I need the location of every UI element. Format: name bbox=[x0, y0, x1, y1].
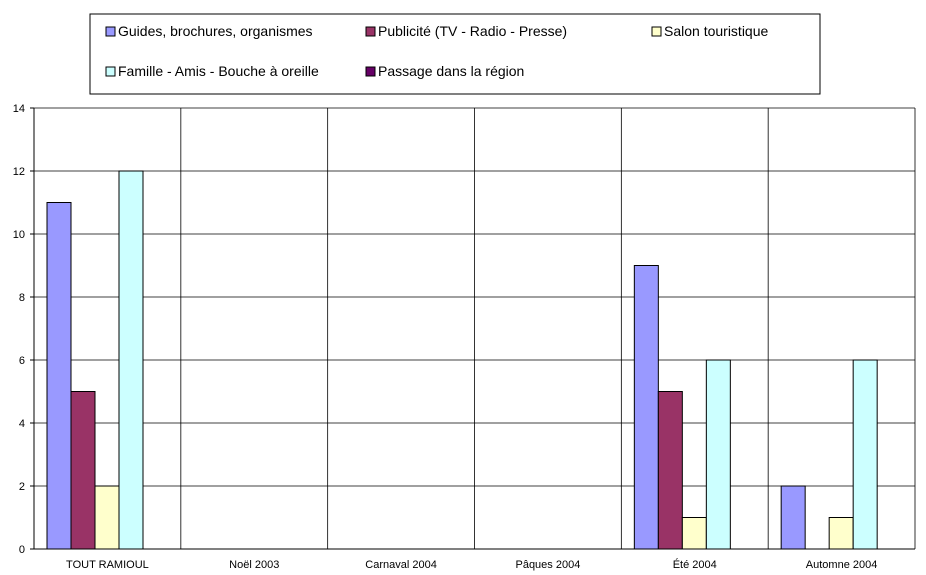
bar bbox=[780, 485, 806, 550]
y-tick-label: 2 bbox=[19, 481, 25, 493]
grid-lines bbox=[34, 107, 916, 549]
legend-swatch bbox=[365, 66, 376, 77]
legend-swatch bbox=[105, 66, 116, 77]
legend-label: Publicité (TV - Radio - Presse) bbox=[378, 23, 567, 39]
y-tick-label: 6 bbox=[19, 355, 25, 367]
legend-label: Famille - Amis - Bouche à oreille bbox=[118, 63, 319, 79]
y-tick-label: 4 bbox=[19, 418, 25, 430]
bar bbox=[94, 485, 120, 550]
legend-swatch bbox=[105, 26, 116, 37]
y-tick-label: 14 bbox=[13, 103, 25, 115]
bar bbox=[46, 202, 72, 550]
bar bbox=[681, 517, 707, 550]
bar bbox=[828, 517, 854, 550]
bar bbox=[118, 170, 144, 550]
bar bbox=[705, 359, 731, 550]
bar bbox=[633, 265, 659, 550]
axes bbox=[33, 108, 915, 550]
x-tick-label: Carnaval 2004 bbox=[365, 559, 437, 571]
legend-swatch bbox=[651, 26, 662, 37]
y-tick-label: 12 bbox=[13, 166, 25, 178]
legend-label: Guides, brochures, organismes bbox=[118, 23, 313, 39]
legend-swatch bbox=[365, 26, 376, 37]
x-tick-label: TOUT RAMIOUL bbox=[66, 559, 149, 571]
legend-label: Passage dans la région bbox=[378, 63, 524, 79]
x-tick-labels: TOUT RAMIOUL Noël 2003 Carnaval 2004 Pâques… bbox=[66, 558, 877, 571]
y-tick-label: 8 bbox=[19, 292, 25, 304]
bar bbox=[852, 359, 878, 550]
bar bbox=[70, 391, 96, 550]
y-tick-label: 10 bbox=[13, 229, 25, 241]
legend: Guides, brochures, organismes Publicité (… bbox=[105, 23, 769, 79]
bar bbox=[657, 391, 683, 550]
x-tick-label: Pâques 2004 bbox=[515, 559, 580, 571]
bars bbox=[46, 170, 878, 550]
x-tick-label: Été 2004 bbox=[673, 558, 717, 571]
legend-box bbox=[89, 13, 821, 95]
y-tick-label: 0 bbox=[19, 544, 25, 556]
legend-label: Salon touristique bbox=[664, 23, 769, 39]
x-tick-label: Noël 2003 bbox=[229, 559, 279, 571]
x-tick-label: Automne 2004 bbox=[806, 559, 878, 571]
y-tick-labels: 0 2 4 6 8 10 12 14 bbox=[13, 103, 34, 556]
